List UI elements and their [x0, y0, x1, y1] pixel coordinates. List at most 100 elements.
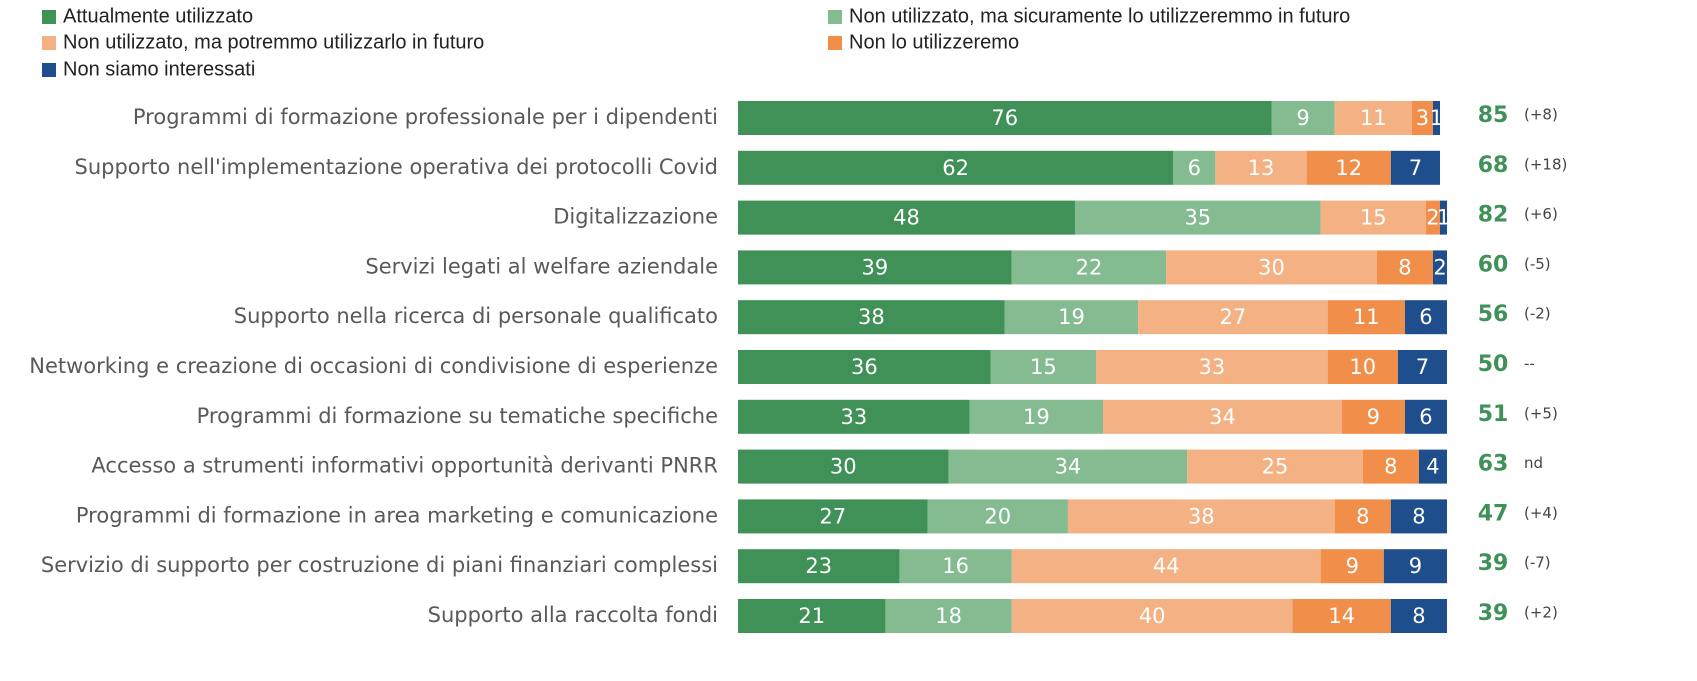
bar-segment: [738, 101, 1272, 135]
data-label: 6: [1188, 156, 1201, 180]
bar-segment: [1271, 101, 1335, 135]
data-label: 23: [805, 554, 832, 578]
bar-segment: [738, 300, 1005, 335]
data-label: 21: [798, 604, 825, 628]
data-label: 15: [1030, 355, 1057, 379]
change-label: (+4): [1524, 504, 1558, 522]
bar-segment: [1103, 399, 1342, 434]
bar-segment: [738, 150, 1174, 185]
change-label: (-7): [1524, 554, 1551, 572]
legend-swatch: [828, 36, 842, 50]
data-label: 10: [1349, 355, 1376, 379]
bar-segment: [738, 599, 886, 633]
bar-segment: [1166, 250, 1377, 285]
bar-segment: [1011, 549, 1321, 584]
data-label: 35: [1184, 206, 1211, 230]
category-label: Servizio di supporto per costruzione di …: [41, 553, 718, 577]
total-label: 50: [1478, 352, 1509, 377]
data-label: 22: [1076, 255, 1103, 279]
bar-segment: [738, 200, 1075, 235]
bar-segment: [1432, 101, 1440, 135]
total-label: 85: [1478, 103, 1509, 128]
data-label: 8: [1412, 504, 1425, 528]
total-label: 68: [1478, 153, 1509, 178]
category-label: Supporto alla raccolta fondi: [428, 603, 718, 627]
bar-segment: [738, 350, 991, 384]
category-label: Supporto nella ricerca di personale qual…: [234, 304, 718, 328]
bar-segment: [1397, 350, 1448, 384]
bar-segment: [1390, 599, 1448, 633]
bar-segment: [1292, 599, 1391, 633]
total-label: 60: [1478, 252, 1509, 277]
data-label: 19: [1058, 305, 1085, 329]
bar-segment: [1404, 300, 1448, 335]
data-label: 11: [1360, 106, 1387, 130]
legend-swatch: [42, 63, 56, 77]
bar-segment: [1320, 549, 1384, 584]
total-label: 82: [1478, 203, 1509, 228]
legend-label: Non utilizzato, ma sicuramente lo utiliz…: [849, 5, 1350, 27]
data-label: 30: [830, 455, 857, 479]
legend-label: Non siamo interessati: [63, 58, 255, 80]
bar-segment: [1173, 150, 1216, 185]
bar-segment: [1306, 150, 1391, 185]
category-label: Accesso a strumenti informativi opportun…: [91, 454, 718, 478]
category-label: Supporto nell'implementazione operativa …: [75, 155, 719, 179]
data-label: 8: [1384, 455, 1397, 479]
bar-segment: [927, 499, 1068, 534]
change-label: (+18): [1524, 155, 1567, 173]
bar-segment: [899, 549, 1012, 584]
legend-label: Attualmente utilizzato: [63, 5, 253, 27]
bar-segment: [969, 399, 1104, 434]
bar-segment: [948, 449, 1188, 484]
change-label: (-2): [1524, 305, 1551, 323]
data-label: 2: [1433, 255, 1446, 279]
bar-segment: [1334, 101, 1412, 135]
bar-segment: [738, 449, 949, 484]
legend-swatch: [828, 10, 842, 24]
total-label: 39: [1478, 601, 1509, 626]
bar-segment: [1074, 200, 1321, 235]
data-label: 48: [893, 206, 920, 230]
data-label: 13: [1248, 156, 1275, 180]
data-label: 8: [1356, 504, 1369, 528]
bar-segment: [1383, 549, 1448, 584]
data-label: 40: [1139, 604, 1166, 628]
data-label: 25: [1262, 455, 1289, 479]
data-label: 18: [935, 604, 962, 628]
data-label: 33: [840, 405, 867, 429]
data-label: 7: [1416, 355, 1429, 379]
data-label: 3: [1416, 106, 1429, 130]
total-label: 51: [1478, 402, 1509, 427]
data-label: 20: [984, 504, 1011, 528]
bar-segment: [1327, 350, 1398, 384]
data-label: 6: [1419, 405, 1432, 429]
data-label: 27: [1220, 305, 1247, 329]
data-label: 34: [1055, 455, 1082, 479]
bar-segment: [1404, 399, 1448, 434]
data-label: 12: [1335, 156, 1362, 180]
bar-segment: [1418, 449, 1448, 484]
bar-segment: [990, 350, 1097, 384]
data-label: 15: [1360, 206, 1387, 230]
data-label: 8: [1398, 255, 1411, 279]
data-label: 11: [1353, 305, 1380, 329]
total-label: 56: [1478, 302, 1509, 327]
data-label: 4: [1426, 455, 1439, 479]
data-label: 1: [1430, 106, 1443, 130]
data-label: 36: [851, 355, 878, 379]
change-label: (+6): [1524, 205, 1558, 223]
bar-segment: [1362, 449, 1419, 484]
bar-segment: [1011, 599, 1293, 633]
data-label: 62: [942, 156, 969, 180]
bar-segment: [1341, 399, 1405, 434]
legend-label: Non utilizzato, ma potremmo utilizzarlo …: [63, 31, 484, 53]
bar-segment: [738, 549, 900, 584]
total-label: 63: [1478, 452, 1509, 477]
data-label: 9: [1296, 106, 1309, 130]
bar-segment: [1432, 250, 1448, 285]
change-label: (+5): [1524, 404, 1558, 422]
bar-segment: [1411, 101, 1433, 135]
bar-segment: [885, 599, 1012, 633]
bar-segment: [738, 499, 928, 534]
